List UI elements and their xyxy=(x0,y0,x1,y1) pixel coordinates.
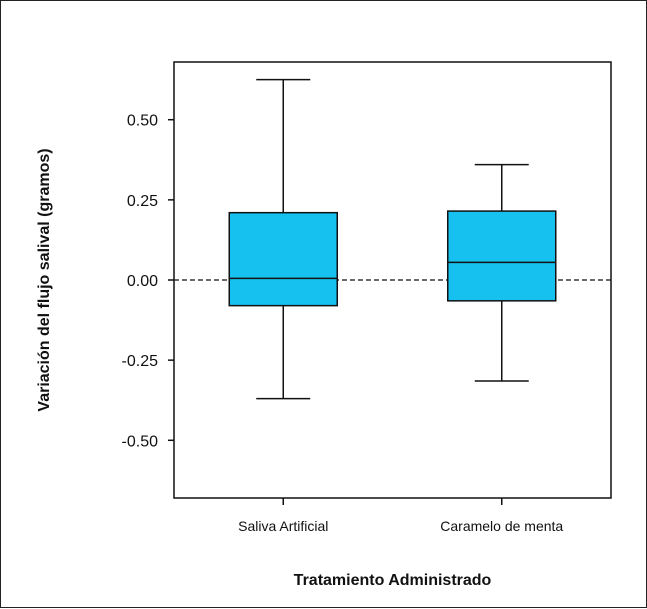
y-tick-label: 0.50 xyxy=(127,113,158,130)
y-tick-label: 0.00 xyxy=(127,273,158,290)
y-axis-title: Variación del flujo salival (gramos) xyxy=(36,148,53,411)
box-group xyxy=(228,78,338,400)
x-axis-title: Tratamiento Administrado xyxy=(294,572,492,589)
y-tick-label: -0.50 xyxy=(122,433,159,450)
x-axis-ticks: Saliva Artificial Caramelo de menta xyxy=(238,498,563,534)
box-iqr xyxy=(228,211,338,307)
x-tick-label: Saliva Artificial xyxy=(238,518,328,534)
x-tick-label: Caramelo de menta xyxy=(440,518,563,534)
y-tick-label: 0.25 xyxy=(127,193,158,210)
y-tick-label: -0.25 xyxy=(122,353,159,370)
box-group xyxy=(447,163,557,382)
box-iqr xyxy=(447,210,557,302)
box-series xyxy=(228,78,557,400)
y-axis-ticks: 0.50 0.25 0.00 -0.25 -0.50 xyxy=(122,113,174,450)
